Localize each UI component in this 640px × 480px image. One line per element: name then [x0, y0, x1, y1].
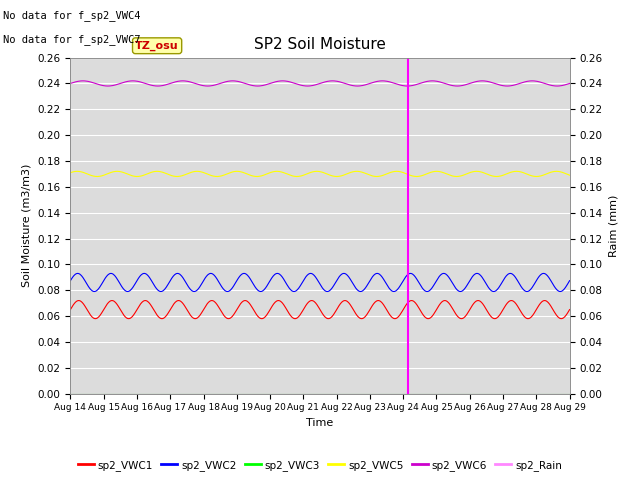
Legend: sp2_VWC1, sp2_VWC2, sp2_VWC3, sp2_VWC5, sp2_VWC6, sp2_Rain: sp2_VWC1, sp2_VWC2, sp2_VWC3, sp2_VWC5, … [74, 456, 566, 475]
Text: TZ_osu: TZ_osu [135, 41, 179, 51]
Y-axis label: Soil Moisture (m3/m3): Soil Moisture (m3/m3) [22, 164, 32, 288]
Title: SP2 Soil Moisture: SP2 Soil Moisture [254, 37, 386, 52]
Text: No data for f_sp2_VWC7: No data for f_sp2_VWC7 [3, 34, 141, 45]
Y-axis label: Raim (mm): Raim (mm) [608, 194, 618, 257]
X-axis label: Time: Time [307, 418, 333, 428]
Text: No data for f_sp2_VWC4: No data for f_sp2_VWC4 [3, 10, 141, 21]
